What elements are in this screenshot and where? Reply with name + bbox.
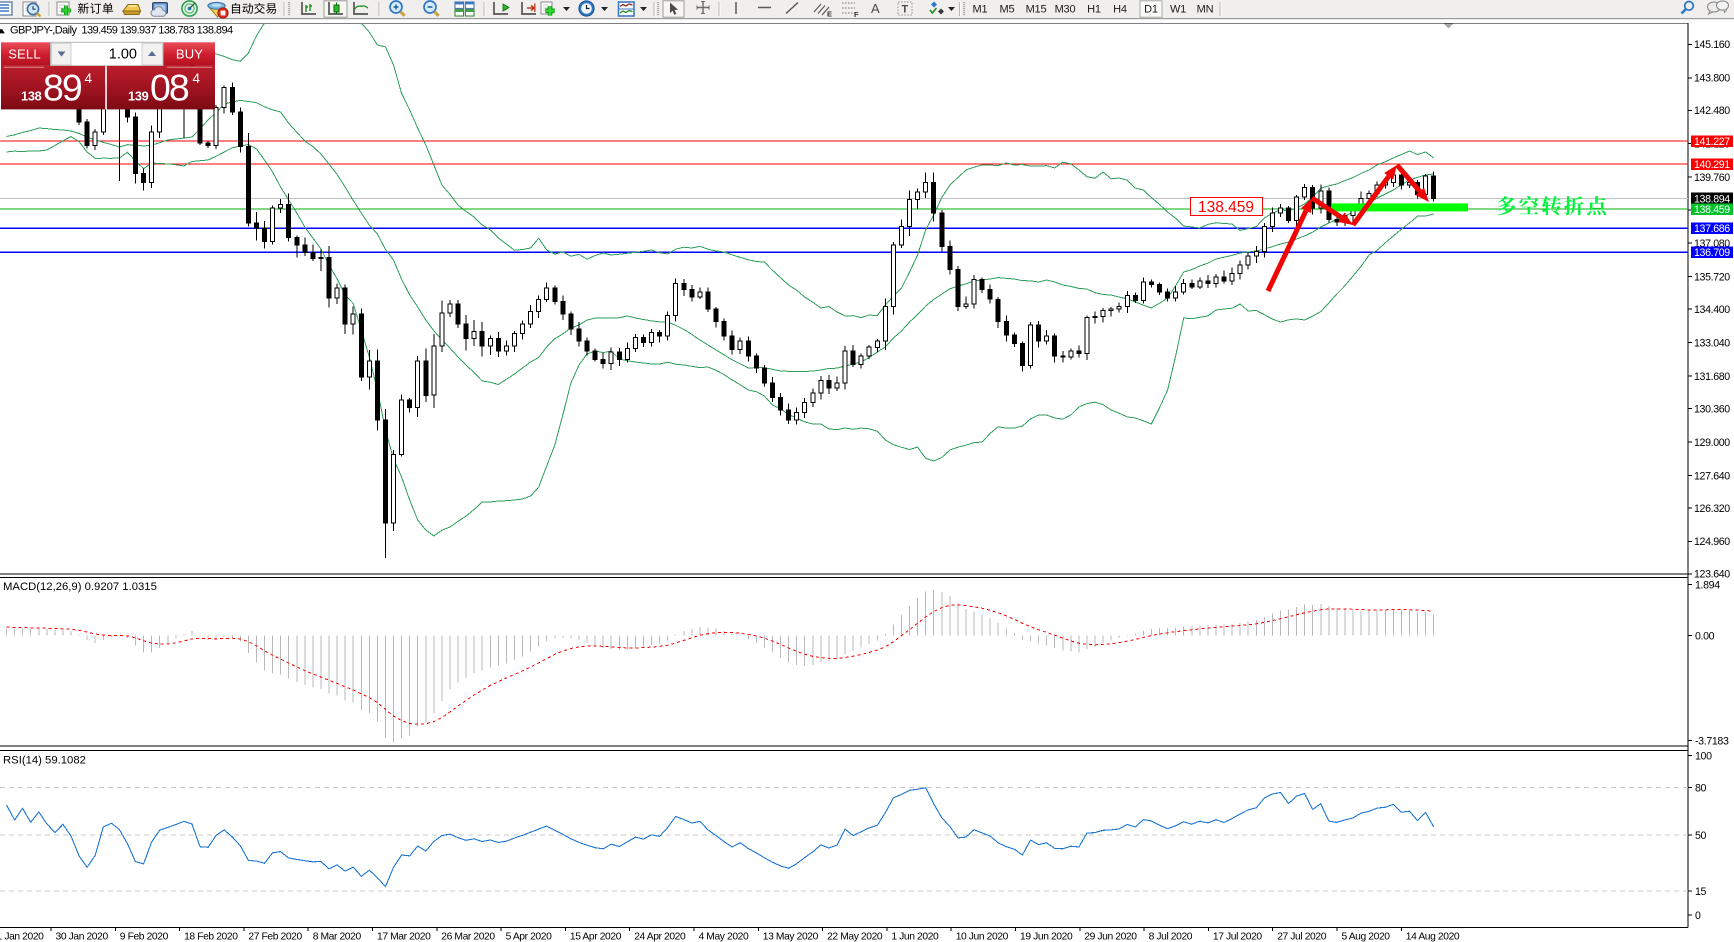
svg-text:M5: M5 xyxy=(1000,3,1015,15)
svg-text:138.459: 138.459 xyxy=(1198,199,1254,216)
svg-text:MN: MN xyxy=(1197,3,1214,15)
svg-text:08: 08 xyxy=(150,67,189,109)
svg-text:-3.7183: -3.7183 xyxy=(1695,736,1729,748)
svg-text:29 Jun 2020: 29 Jun 2020 xyxy=(1084,932,1137,942)
svg-text:131.680: 131.680 xyxy=(1694,371,1730,383)
svg-text:W1: W1 xyxy=(1170,3,1186,15)
svg-text:4: 4 xyxy=(85,71,93,86)
svg-text:129.000: 129.000 xyxy=(1694,437,1730,449)
svg-text:5 Apr 2020: 5 Apr 2020 xyxy=(506,932,552,942)
svg-text:BUY: BUY xyxy=(176,47,203,62)
svg-text:19 Jun 2020: 19 Jun 2020 xyxy=(1020,932,1073,942)
svg-text:142.480: 142.480 xyxy=(1694,105,1730,117)
svg-text:140.291: 140.291 xyxy=(1694,159,1730,171)
svg-text:50: 50 xyxy=(1695,830,1707,842)
svg-text:126.320: 126.320 xyxy=(1694,503,1730,515)
svg-text:8 Mar 2020: 8 Mar 2020 xyxy=(313,932,362,942)
svg-text:21 Jan 2020: 21 Jan 2020 xyxy=(0,932,44,942)
svg-text:4 May 2020: 4 May 2020 xyxy=(699,932,749,942)
svg-text:145.160: 145.160 xyxy=(1694,39,1730,51)
svg-text:15: 15 xyxy=(1695,886,1707,898)
svg-text:27 Feb 2020: 27 Feb 2020 xyxy=(248,932,302,942)
svg-text:138.459: 138.459 xyxy=(1694,204,1730,216)
svg-text:15 Apr 2020: 15 Apr 2020 xyxy=(570,932,622,942)
svg-text:133.040: 133.040 xyxy=(1694,337,1730,349)
svg-text:8 Jul 2020: 8 Jul 2020 xyxy=(1149,932,1193,942)
svg-text:138.894: 138.894 xyxy=(1694,193,1730,205)
svg-text:9 Feb 2020: 9 Feb 2020 xyxy=(120,932,169,942)
svg-text:14 Aug 2020: 14 Aug 2020 xyxy=(1406,932,1460,942)
svg-text:M15: M15 xyxy=(1026,3,1047,15)
svg-text:5 Aug 2020: 5 Aug 2020 xyxy=(1342,932,1391,942)
svg-text:143.800: 143.800 xyxy=(1694,73,1730,85)
svg-text:A: A xyxy=(871,1,880,16)
svg-text:139.760: 139.760 xyxy=(1694,172,1730,184)
svg-text:17 Jul 2020: 17 Jul 2020 xyxy=(1213,932,1263,942)
svg-text:100: 100 xyxy=(1695,751,1712,763)
svg-text:13 May 2020: 13 May 2020 xyxy=(763,932,819,942)
svg-text:F: F xyxy=(854,10,859,19)
svg-text:80: 80 xyxy=(1695,782,1707,794)
svg-text:RSI(14) 59.1082: RSI(14) 59.1082 xyxy=(3,755,86,767)
svg-text:D1: D1 xyxy=(1144,3,1158,15)
svg-text:H4: H4 xyxy=(1113,3,1127,15)
svg-text:H1: H1 xyxy=(1087,3,1101,15)
svg-text:26 Mar 2020: 26 Mar 2020 xyxy=(441,932,495,942)
svg-text:136.709: 136.709 xyxy=(1694,247,1730,259)
svg-text:138: 138 xyxy=(21,89,42,104)
svg-text:22 May 2020: 22 May 2020 xyxy=(827,932,883,942)
svg-text:30 Jan 2020: 30 Jan 2020 xyxy=(56,932,109,942)
svg-text:124.960: 124.960 xyxy=(1694,536,1730,548)
svg-text:89: 89 xyxy=(43,67,82,109)
svg-text:27 Jul 2020: 27 Jul 2020 xyxy=(1277,932,1327,942)
svg-text:4: 4 xyxy=(193,71,201,86)
svg-text:1 Jun 2020: 1 Jun 2020 xyxy=(891,932,939,942)
svg-text:137.686: 137.686 xyxy=(1694,223,1730,235)
svg-text:M1: M1 xyxy=(973,3,988,15)
svg-text:17 Mar 2020: 17 Mar 2020 xyxy=(377,932,431,942)
svg-text:141.227: 141.227 xyxy=(1694,136,1730,148)
svg-text:130.360: 130.360 xyxy=(1694,403,1730,415)
svg-text:T: T xyxy=(902,4,909,16)
svg-text:123.640: 123.640 xyxy=(1694,569,1730,581)
svg-text:SELL: SELL xyxy=(8,47,41,62)
svg-text:M30: M30 xyxy=(1055,3,1076,15)
svg-text:GBPJPY-,Daily 139.459 139.937: GBPJPY-,Daily 139.459 139.937 138.783 13… xyxy=(10,25,233,37)
svg-text:E: E xyxy=(827,10,832,19)
svg-text:134.400: 134.400 xyxy=(1694,304,1730,316)
svg-text:10 Jun 2020: 10 Jun 2020 xyxy=(956,932,1009,942)
svg-text:0.00: 0.00 xyxy=(1695,630,1715,642)
svg-text:139: 139 xyxy=(128,89,149,104)
svg-text:127.640: 127.640 xyxy=(1694,470,1730,482)
svg-text:1.894: 1.894 xyxy=(1695,580,1720,592)
svg-text:0: 0 xyxy=(1695,910,1701,922)
svg-text:24 Apr 2020: 24 Apr 2020 xyxy=(634,932,686,942)
svg-text:135.720: 135.720 xyxy=(1694,271,1730,283)
svg-text:1.00: 1.00 xyxy=(109,47,137,63)
svg-text:18 Feb 2020: 18 Feb 2020 xyxy=(184,932,238,942)
svg-text:MACD(12,26,9) 0.9207 1.0315: MACD(12,26,9) 0.9207 1.0315 xyxy=(3,581,157,593)
